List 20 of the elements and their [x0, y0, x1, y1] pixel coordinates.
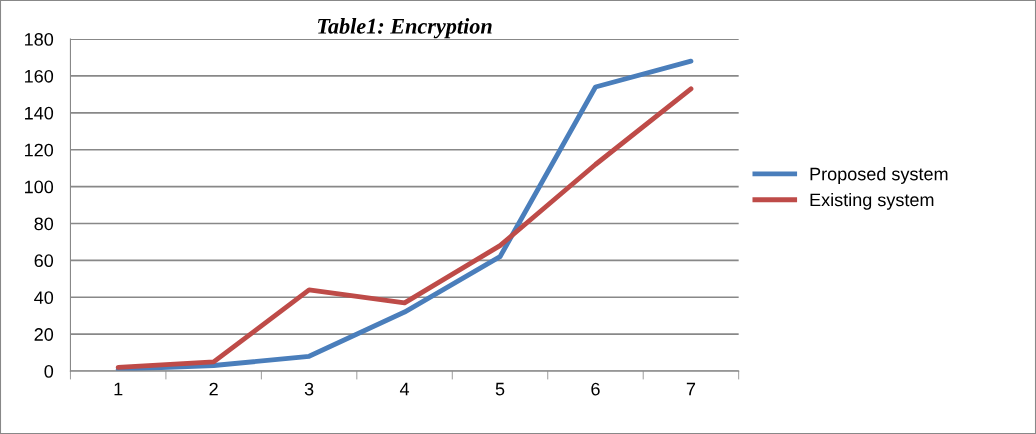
- y-tick-label: 100: [25, 180, 54, 194]
- y-tick-label: 80: [34, 217, 54, 231]
- x-tick-label: 1: [114, 382, 123, 396]
- y-tick-label: 60: [34, 254, 54, 268]
- legend-label: Proposed system: [810, 167, 948, 184]
- y-tick-label: 160: [25, 69, 54, 83]
- y-tick-label: 180: [25, 32, 54, 46]
- x-tick-label: 4: [399, 382, 410, 396]
- y-tick-label: 120: [25, 143, 54, 157]
- chart-title: Table1: Encryption: [318, 18, 492, 39]
- x-tick-label: 7: [686, 382, 696, 396]
- x-tick-label: 3: [304, 382, 314, 396]
- y-tick-label: 140: [25, 106, 54, 120]
- x-tick-label: 6: [591, 382, 600, 396]
- y-tick-label: 20: [34, 328, 54, 341]
- x-tick-label: 2: [209, 382, 218, 396]
- legend-label: Existing system: [810, 192, 934, 210]
- y-tick-label: 40: [34, 291, 54, 305]
- x-tick-label: 5: [495, 382, 505, 396]
- y-tick-label: 0: [44, 365, 54, 378]
